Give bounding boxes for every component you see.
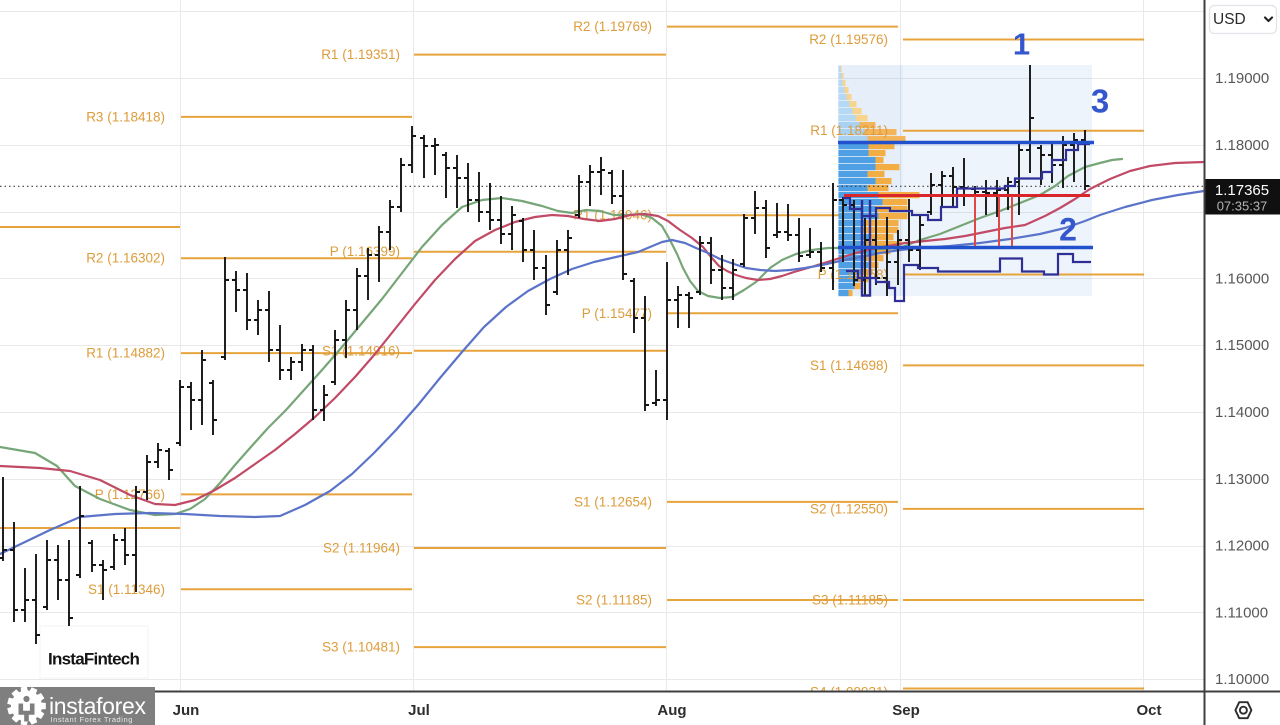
svg-text:Sep: Sep bbox=[892, 702, 920, 719]
svg-text:1.17365: 1.17365 bbox=[1215, 182, 1269, 199]
svg-text:2: 2 bbox=[1059, 212, 1077, 248]
svg-text:R2 (1.16302): R2 (1.16302) bbox=[86, 251, 165, 266]
svg-text:S3 (1.10481): S3 (1.10481) bbox=[322, 640, 400, 655]
svg-text:R1 (1.19351): R1 (1.19351) bbox=[321, 47, 400, 62]
svg-text:Instant Forex Trading: Instant Forex Trading bbox=[51, 715, 133, 724]
svg-text:S2 (1.12550): S2 (1.12550) bbox=[810, 501, 888, 516]
svg-text:1.19000: 1.19000 bbox=[1215, 70, 1269, 87]
svg-text:Oct: Oct bbox=[1136, 702, 1161, 719]
svg-text:S1 (1.12654): S1 (1.12654) bbox=[574, 494, 652, 509]
svg-text:P (1.16399): P (1.16399) bbox=[330, 244, 400, 259]
svg-text:07:35:37: 07:35:37 bbox=[1217, 199, 1268, 214]
svg-text:S2 (1.11964): S2 (1.11964) bbox=[323, 541, 400, 556]
svg-text:1: 1 bbox=[1013, 27, 1030, 62]
svg-text:S3 (1.11185): S3 (1.11185) bbox=[812, 593, 888, 608]
svg-text:Aug: Aug bbox=[657, 702, 686, 719]
svg-text:1.10000: 1.10000 bbox=[1215, 671, 1269, 688]
svg-text:R3 (1.18418): R3 (1.18418) bbox=[86, 109, 165, 124]
svg-text:1.11000: 1.11000 bbox=[1215, 604, 1268, 621]
svg-text:1.14000: 1.14000 bbox=[1215, 404, 1269, 421]
svg-text:USD: USD bbox=[1213, 11, 1246, 28]
svg-text:instaforex: instaforex bbox=[49, 693, 147, 719]
svg-text:Jul: Jul bbox=[408, 702, 430, 719]
svg-text:R2 (1.19769): R2 (1.19769) bbox=[573, 19, 652, 34]
svg-text:S1 (1.14698): S1 (1.14698) bbox=[810, 358, 888, 373]
svg-text:1.15000: 1.15000 bbox=[1215, 337, 1269, 354]
svg-text:1.12000: 1.12000 bbox=[1215, 538, 1269, 555]
svg-text:R2 (1.19576): R2 (1.19576) bbox=[809, 32, 888, 47]
svg-text:S1 (1.11346): S1 (1.11346) bbox=[88, 582, 165, 597]
svg-text:Jun: Jun bbox=[173, 702, 200, 719]
svg-text:3: 3 bbox=[1091, 83, 1109, 120]
svg-text:P (1.16058): P (1.16058) bbox=[818, 267, 888, 282]
svg-text:R1 (1.14882): R1 (1.14882) bbox=[86, 346, 165, 361]
svg-text:InstaFintech: InstaFintech bbox=[48, 650, 139, 669]
svg-text:S2 (1.11185): S2 (1.11185) bbox=[576, 593, 652, 608]
svg-text:1.13000: 1.13000 bbox=[1215, 471, 1269, 488]
svg-text:R1 (1.18211): R1 (1.18211) bbox=[810, 123, 888, 138]
svg-text:1.16000: 1.16000 bbox=[1215, 270, 1269, 287]
svg-text:1.18000: 1.18000 bbox=[1215, 137, 1269, 154]
